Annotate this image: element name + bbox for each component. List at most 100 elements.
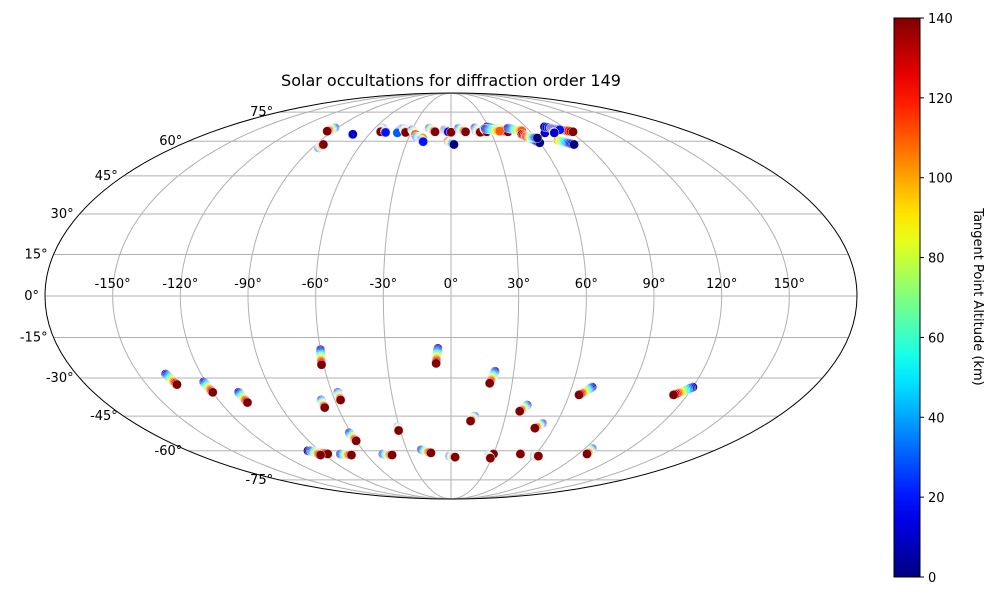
colorbar-tick-label: 60 xyxy=(928,331,945,346)
occultation-track xyxy=(416,134,428,147)
x-tick-label: 120° xyxy=(706,277,737,292)
x-tick-label: -120° xyxy=(162,277,198,292)
occultation-point xyxy=(568,127,578,137)
occultation-track xyxy=(553,135,579,150)
colorbar-tick-label: 140 xyxy=(928,12,953,27)
occultation-point xyxy=(494,126,505,136)
occultation-track xyxy=(313,139,329,153)
occultation-track xyxy=(483,451,496,463)
occultation-track xyxy=(378,449,397,460)
occultation-point xyxy=(351,436,361,446)
x-tick-label: 150° xyxy=(774,277,805,292)
y-tick-label: -15° xyxy=(20,331,48,346)
occultation-point xyxy=(418,136,428,147)
y-tick-label: -30° xyxy=(46,371,74,386)
colorbar: 0 20 40 60 80 100 120 140 Tangent Point Altitud… xyxy=(893,12,985,586)
occultation-track xyxy=(529,451,544,461)
occultation-point xyxy=(315,450,326,460)
map-grid xyxy=(45,93,857,499)
x-tick-label: 90° xyxy=(642,277,665,292)
y-tick-label: 15° xyxy=(25,247,48,262)
occultation-track xyxy=(443,136,459,150)
x-tick-label: -90° xyxy=(234,277,262,292)
occultation-track xyxy=(335,449,357,460)
occultation-point xyxy=(318,139,329,150)
colorbar-gradient xyxy=(893,17,921,578)
occultation-point xyxy=(387,450,397,460)
occultation-track xyxy=(582,443,598,459)
occultation-point xyxy=(393,425,404,436)
occultation-point xyxy=(346,450,357,460)
occultation-track xyxy=(431,343,443,369)
occultation-track xyxy=(444,451,460,462)
occultation-point xyxy=(533,451,544,461)
occultation-point xyxy=(574,390,584,400)
x-tick-label: -150° xyxy=(95,277,131,292)
occultation-point xyxy=(335,395,346,405)
occultation-point xyxy=(446,127,456,138)
occultation-point xyxy=(515,449,526,459)
chart-title: Solar occultations for diffraction order… xyxy=(281,71,621,90)
occultation-point xyxy=(460,127,471,137)
occultation-point xyxy=(549,128,560,138)
colorbar-label: Tangent Point Altitude (km) xyxy=(970,207,985,385)
latitude-tick-labels: -75° -60° -45° -30° -15° 0° 15° 30° 45° 60° 75° xyxy=(20,105,273,488)
occultation-track xyxy=(333,387,346,405)
occultation-track xyxy=(160,369,182,390)
y-tick-label: 45° xyxy=(95,169,118,184)
colorbar-tick-label: 0 xyxy=(928,571,936,586)
occultation-track xyxy=(668,382,698,400)
occultation-point xyxy=(431,358,441,369)
occultation-point xyxy=(380,127,391,138)
x-tick-label: 30° xyxy=(507,277,530,292)
occultation-point xyxy=(582,449,592,459)
occultation-point xyxy=(484,378,495,389)
occultation-track xyxy=(347,129,358,140)
occultation-track xyxy=(574,382,597,400)
occultation-point xyxy=(207,387,218,398)
occultation-point xyxy=(532,133,543,143)
occultation-point xyxy=(465,416,476,426)
colorbar-tick-label: 40 xyxy=(928,411,945,426)
occultation-track xyxy=(465,411,480,426)
y-tick-label: 75° xyxy=(250,105,273,120)
occultation-track xyxy=(316,395,330,413)
occultation-point xyxy=(319,402,330,413)
colorbar-tick-label: 80 xyxy=(928,252,945,267)
x-tick-label: -30° xyxy=(369,277,397,292)
occultation-point xyxy=(530,423,540,433)
occultation-track xyxy=(521,131,543,143)
occultation-points xyxy=(160,122,698,463)
occultation-point xyxy=(316,359,327,370)
occultation-point xyxy=(450,452,460,462)
colorbar-tick-label: 120 xyxy=(928,92,953,107)
occultation-point xyxy=(430,127,440,137)
occultation-track xyxy=(453,123,471,137)
occultation-track xyxy=(392,422,404,436)
occultation-point xyxy=(485,453,496,463)
occultation-point xyxy=(449,139,459,150)
x-tick-label: -60° xyxy=(302,277,330,292)
y-tick-label: 60° xyxy=(159,134,182,149)
occultation-track xyxy=(198,377,218,398)
occultation-track xyxy=(484,366,500,389)
map-border xyxy=(44,92,858,500)
y-tick-label: 30° xyxy=(51,207,74,222)
occultation-track xyxy=(344,428,361,446)
occultation-track xyxy=(514,400,532,417)
occultation-point xyxy=(172,379,182,390)
occultation-track xyxy=(398,123,411,138)
occultation-point xyxy=(322,126,333,136)
colorbar-tick-label: 20 xyxy=(928,491,945,506)
occultation-point xyxy=(668,390,679,400)
occultation-point xyxy=(242,397,253,408)
y-tick-label: 0° xyxy=(24,289,39,304)
occultation-point xyxy=(348,129,358,140)
y-tick-label: -60° xyxy=(155,444,183,459)
occultation-track xyxy=(424,123,440,137)
occultation-track xyxy=(233,387,253,408)
occultation-track xyxy=(548,127,560,138)
occultation-track xyxy=(322,122,340,136)
occultation-track xyxy=(306,445,326,460)
